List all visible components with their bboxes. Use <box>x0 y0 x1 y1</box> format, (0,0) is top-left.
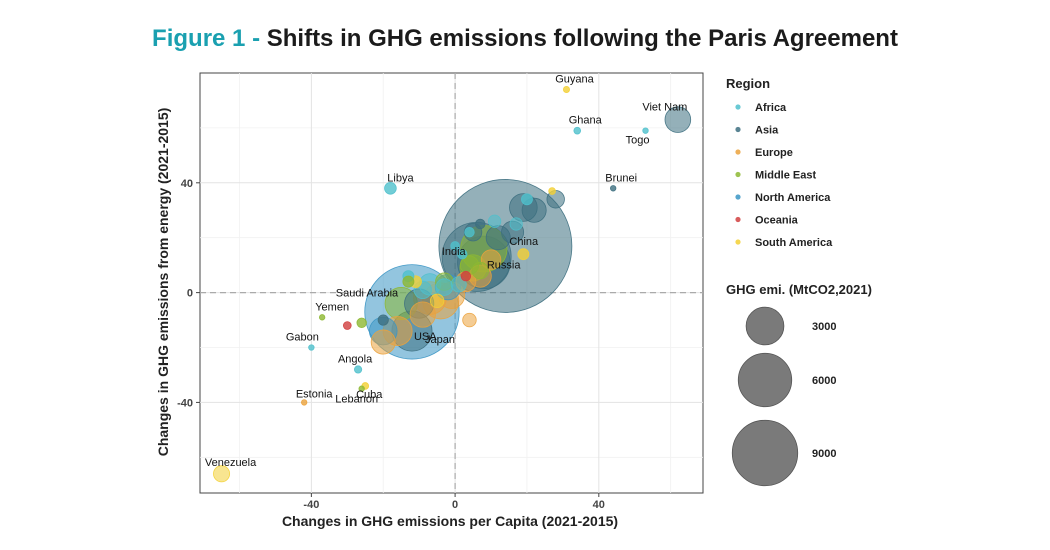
point-label-gabon: Gabon <box>286 332 319 344</box>
point-label-china: China <box>509 236 539 248</box>
point-label-togo: Togo <box>626 135 650 147</box>
data-point-viet-nam <box>664 106 692 133</box>
x-tick-label: 40 <box>593 499 605 511</box>
data-point-ghana <box>573 126 582 135</box>
data-point-oceania <box>342 321 352 330</box>
legend-swatch-africa <box>735 104 741 110</box>
legend-label-south-america: South America <box>755 237 833 249</box>
data-point-middle-east <box>356 317 367 329</box>
size-legend-label-6000: 6000 <box>812 375 836 387</box>
data-point-middle-east <box>471 261 489 280</box>
legend-label-oceania: Oceania <box>755 215 799 227</box>
y-axis-label: Changes in GHG emissions from energy (20… <box>155 108 171 457</box>
legend-swatch-north-america <box>735 194 741 200</box>
data-point-africa <box>509 217 523 231</box>
region-legend: Africa Asia Europe Middle East North America… <box>735 102 833 249</box>
data-point-libya <box>384 182 397 195</box>
data-point-estonia <box>301 399 308 406</box>
point-label-usa: USA <box>414 331 437 343</box>
legend-swatch-middle-east <box>735 171 741 178</box>
data-point-brunei <box>610 185 617 192</box>
figure-title-text: Shifts in GHG emissions following the Pa… <box>266 25 898 52</box>
legend-label-north-america: North America <box>755 192 831 204</box>
data-point-africa <box>435 278 454 296</box>
legend-label-asia: Asia <box>755 125 779 137</box>
legend-swatch-oceania <box>735 216 741 223</box>
data-point-africa <box>521 193 533 206</box>
data-point-venezuela <box>213 465 231 483</box>
point-label-libya: Libya <box>387 172 414 184</box>
data-point-angola <box>354 365 363 374</box>
point-label-viet-nam: Viet Nam <box>642 102 687 114</box>
point-label-japan: Japan <box>425 334 455 346</box>
point-label-venezuela: Venezuela <box>205 457 257 469</box>
point-label-saudi-arabia: Saudi Arabia <box>336 288 399 300</box>
point-label-brunei: Brunei <box>605 172 637 184</box>
data-point-europe <box>462 312 477 328</box>
point-label-india: India <box>442 246 467 258</box>
data-point-gabon <box>308 344 315 351</box>
legend-label-europe: Europe <box>755 147 793 159</box>
data-point-africa <box>457 248 468 260</box>
size-legend-label-3000: 3000 <box>812 321 836 333</box>
data-point-africa <box>464 227 475 238</box>
data-point-africa <box>488 214 502 228</box>
data-point-oceania <box>460 270 472 282</box>
y-tick-label: 40 <box>181 178 193 190</box>
point-label-cuba: Cuba <box>356 389 383 401</box>
x-axis-label: Changes in GHG emissions per Capita (202… <box>282 513 618 529</box>
point-label-lebanon: Lebanon <box>335 394 378 406</box>
data-point-africa <box>450 241 460 251</box>
data-point-yemen <box>318 314 326 321</box>
point-label-guyana: Guyana <box>555 73 594 85</box>
size-legend-title: GHG emi. (MtCO2,2021) <box>726 282 872 297</box>
x-tick-label: 0 <box>452 499 458 511</box>
size-legend-label-9000: 9000 <box>812 448 836 460</box>
data-point-guyana <box>562 85 570 93</box>
size-legend-bubble-6000 <box>737 352 793 408</box>
data-point-africa <box>450 276 467 293</box>
legend-label-middle-east: Middle East <box>755 170 816 182</box>
data-point-middle-east <box>402 275 415 288</box>
size-legend-bubble-3000 <box>745 306 785 346</box>
figure-label: Figure 1 - <box>152 25 261 52</box>
region-legend-title: Region <box>726 76 770 91</box>
figure-title: Figure 1 - Shifts in GHG emissions follo… <box>0 25 1050 53</box>
point-label-ghana: Ghana <box>569 115 603 127</box>
legend-swatch-asia <box>735 126 741 133</box>
point-label-estonia: Estonia <box>296 388 334 400</box>
x-tick-label: -40 <box>303 499 319 511</box>
y-tick-label: 0 <box>187 288 193 300</box>
data-point-south-america <box>517 248 530 261</box>
size-legend-bubble-9000 <box>731 419 799 487</box>
legend-swatch-europe <box>735 149 741 155</box>
data-point-asia <box>377 314 389 326</box>
data-point-south-america <box>429 293 445 309</box>
data-point-europe <box>409 301 436 328</box>
point-label-yemen: Yemen <box>315 301 349 313</box>
point-label-russia: Russia <box>487 259 522 271</box>
data-point-europe <box>370 329 396 355</box>
size-legend: 3000 6000 9000 <box>731 306 836 487</box>
y-tick-label: -40 <box>177 397 193 409</box>
legend-label-africa: Africa <box>755 102 787 114</box>
data-point-asia <box>475 218 486 230</box>
data-point-south-america <box>548 187 556 195</box>
data-point-lebanon <box>358 385 365 392</box>
data-point-togo <box>642 127 649 134</box>
legend-swatch-south-america <box>735 239 741 245</box>
point-label-angola: Angola <box>338 353 373 365</box>
